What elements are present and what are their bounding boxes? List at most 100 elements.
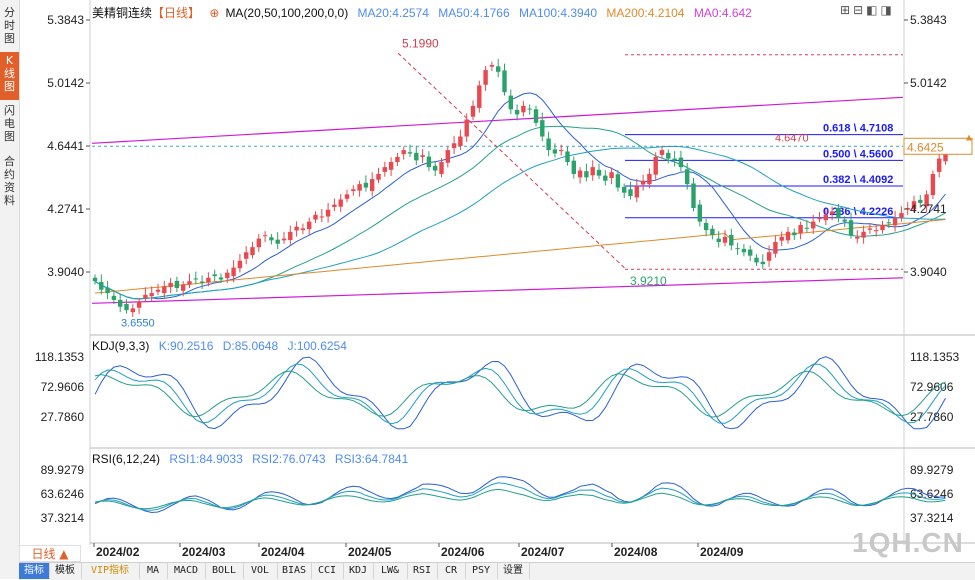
- date-tick-label: 2024/07: [521, 545, 565, 559]
- settings-icon[interactable]: ⊕: [209, 6, 220, 20]
- candle-body: [628, 189, 633, 197]
- ma20-line: [94, 92, 946, 300]
- candle-body: [262, 235, 268, 237]
- candle-body: [785, 231, 791, 241]
- candle-body: [766, 252, 772, 261]
- kdj-tick-label-right: 27.7860: [910, 410, 954, 424]
- indicator-tab[interactable]: BIAS: [277, 563, 312, 579]
- toolbar-icons: ⊞⊟◧◨: [840, 3, 895, 17]
- candle-body: [370, 179, 375, 191]
- price-tick-label-right: 5.3843: [910, 13, 947, 27]
- arrow-left-icon[interactable]: ◧: [866, 3, 881, 17]
- candle-body: [836, 207, 841, 219]
- candle-body: [703, 222, 709, 231]
- candle-body: [477, 85, 482, 108]
- kdj-k-line: [94, 363, 946, 425]
- indicator-tab[interactable]: PSY: [465, 563, 498, 579]
- crosshair-icon[interactable]: ⊞: [840, 3, 854, 17]
- arrow-right-icon[interactable]: ◨: [880, 3, 895, 17]
- indicator-tab[interactable]: CR: [437, 563, 466, 579]
- candle-body: [779, 236, 784, 241]
- indicator-tab[interactable]: VOL: [243, 563, 278, 579]
- caret-icon: ▲: [964, 132, 974, 143]
- candle-body: [521, 105, 526, 113]
- tab-lightning[interactable]: 闪电图: [0, 102, 19, 150]
- indicator-tab-bar: 指标 模板 VIP指标 MA MACD BOLL VOL BIAS CCI KDJ LW& RSI CR…: [19, 562, 975, 580]
- tab-char: 约: [4, 168, 15, 181]
- candle-body: [886, 222, 891, 224]
- candle-body: [773, 242, 778, 254]
- channel-upper: [91, 96, 904, 144]
- candle-body: [92, 277, 98, 282]
- candle-body: [823, 214, 828, 221]
- price-tick-label-left: 5.3843: [47, 13, 84, 27]
- date-tick-label: 2024/04: [261, 545, 305, 559]
- indicator-tab[interactable]: CCI: [311, 563, 344, 579]
- candle-body: [237, 260, 243, 269]
- indicator-tab[interactable]: 设置: [497, 563, 530, 579]
- candle-body: [155, 289, 161, 292]
- candle-body: [174, 280, 180, 289]
- candle-body: [451, 143, 457, 149]
- kdj-tick-label-right: 72.9606: [910, 380, 954, 394]
- ma0-value: MA0:4.642: [693, 6, 752, 20]
- ma100-value: MA100:4.3940: [519, 6, 598, 20]
- kdj-d: D:85.0648: [222, 339, 279, 353]
- indicator-tab[interactable]: KDJ: [343, 563, 374, 579]
- ma100-line: [94, 145, 946, 300]
- candle-body: [99, 281, 104, 290]
- candle-body: [666, 152, 671, 159]
- candle-body: [855, 236, 860, 239]
- candle-body: [244, 252, 249, 259]
- symbol-title: 美精铜连续: [92, 6, 153, 20]
- candle-body: [760, 261, 765, 265]
- kdj-j: J:100.6254: [287, 339, 347, 353]
- tab-contract-info[interactable]: 合约资料: [0, 153, 19, 215]
- candle-body: [565, 151, 570, 163]
- trend-diagonal: [397, 52, 627, 270]
- indicator-tab[interactable]: MA: [139, 563, 168, 579]
- channel-lower: [91, 277, 904, 304]
- watermark: 1QH.CN: [852, 527, 964, 558]
- candle-body: [502, 70, 507, 93]
- indicator-tab[interactable]: LW&: [373, 563, 408, 579]
- candle-body: [798, 225, 803, 234]
- tab-char: 电: [4, 117, 15, 130]
- candle-body: [281, 238, 287, 241]
- indicator-tab[interactable]: VIP指标: [81, 563, 140, 579]
- period-selector-button[interactable]: 日线 ▲: [19, 545, 81, 562]
- candle-body: [483, 70, 488, 85]
- candle-body: [325, 209, 331, 217]
- left-rail: [0, 0, 20, 579]
- price-tick-label-left: 5.0142: [47, 76, 84, 90]
- indicator-tab[interactable]: BOLL: [205, 563, 244, 579]
- candle-body: [861, 231, 866, 238]
- candle-body: [111, 295, 117, 300]
- indicator-tab[interactable]: MACD: [167, 563, 206, 579]
- candle-body: [659, 150, 665, 155]
- minus-icon[interactable]: ⊟: [853, 3, 867, 17]
- tab-char: K: [5, 54, 14, 67]
- candle-body: [225, 272, 230, 279]
- candle-body: [212, 274, 217, 277]
- candle-body: [332, 204, 337, 207]
- candle-body: [540, 120, 545, 137]
- indicator-tab[interactable]: 模板: [49, 563, 82, 579]
- indicator-tab[interactable]: 指标: [19, 563, 50, 579]
- candle-body: [930, 173, 936, 196]
- candle-body: [382, 167, 387, 172]
- candle-body: [420, 155, 425, 157]
- indicator-tab[interactable]: RSI: [407, 563, 438, 579]
- candle-body: [792, 232, 797, 236]
- candle-body: [508, 95, 513, 110]
- candle-body: [748, 249, 753, 256]
- candle-body: [118, 299, 123, 307]
- candle-body: [571, 160, 576, 174]
- candle-body: [162, 286, 167, 294]
- kdj-k: K:90.2516: [158, 339, 214, 353]
- tab-time-share[interactable]: 分时图: [0, 4, 19, 48]
- tab-char: 线: [4, 67, 15, 80]
- rsi-tick-label-left: 63.6246: [41, 487, 85, 501]
